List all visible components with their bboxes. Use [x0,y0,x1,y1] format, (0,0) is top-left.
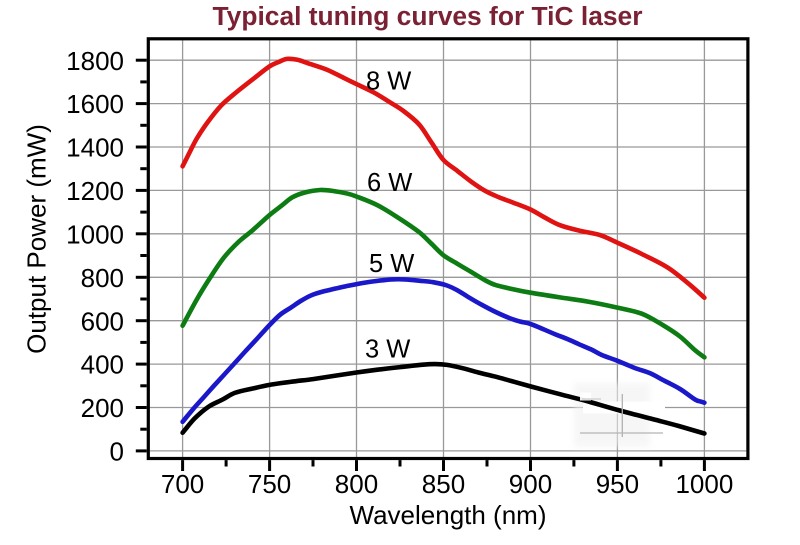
svg-text:400: 400 [81,350,124,380]
svg-text:900: 900 [509,469,552,499]
svg-text:1600: 1600 [66,89,124,119]
svg-text:Output Power (mW): Output Power (mW) [22,124,52,354]
svg-text:3 W: 3 W [365,336,410,364]
svg-text:1000: 1000 [675,469,733,499]
svg-text:1200: 1200 [66,176,124,206]
svg-text:950: 950 [596,469,639,499]
svg-text:6 W: 6 W [367,169,412,197]
svg-text:Wavelength (nm): Wavelength (nm) [350,500,547,530]
svg-text:0: 0 [110,437,124,467]
svg-text:5 W: 5 W [369,250,414,278]
svg-text:1800: 1800 [66,46,124,76]
svg-text:8 W: 8 W [366,67,411,95]
svg-text:1400: 1400 [66,133,124,163]
svg-text:700: 700 [161,469,204,499]
svg-text:750: 750 [248,469,291,499]
svg-text:800: 800 [81,263,124,293]
svg-text:1000: 1000 [66,219,124,249]
svg-text:Typical tuning curves for TiC: Typical tuning curves for TiC laser [213,3,643,31]
svg-text:600: 600 [81,306,124,336]
svg-text:200: 200 [81,393,124,423]
svg-text:850: 850 [422,469,465,499]
svg-text:800: 800 [335,469,378,499]
